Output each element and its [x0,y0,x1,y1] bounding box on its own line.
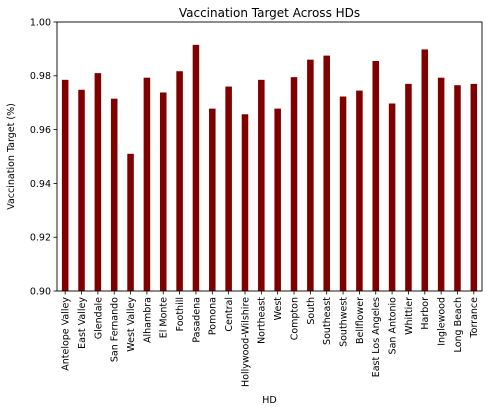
x-tick-label: Torrance [469,297,480,339]
y-tick-label: 1.00 [30,17,51,28]
x-tick-label: Bellflower [355,297,366,344]
x-tick-label: Harbor [420,297,431,330]
x-tick-label: Southwest [338,297,349,347]
bar [94,73,102,291]
x-tick-label: Northeast [257,297,268,344]
bar [241,114,249,291]
bar [437,77,445,291]
x-tick-label: Central [224,297,235,332]
x-tick-label: Pasadena [191,297,202,343]
y-tick-label: 0.96 [30,125,51,136]
bar [61,79,69,292]
bar [290,77,298,292]
x-tick-label: San Antonio [387,297,398,355]
bar [258,79,265,292]
y-tick-label: 0.94 [30,179,51,190]
bar [225,86,232,291]
bar [192,44,200,291]
x-axis-label: HD [262,395,276,406]
bar [454,85,461,291]
bar [307,59,314,291]
bar [356,90,363,291]
bar [274,108,281,291]
bar [176,71,183,292]
x-axis-ticks: Antelope Valley East Valley Glendale San Fe… [61,291,480,387]
bar [143,77,151,291]
bar [372,61,380,291]
bar [339,96,347,291]
y-tick-label: 0.98 [30,71,51,82]
x-tick-label: El Monte [159,297,170,338]
bar [127,153,134,291]
bar [421,49,429,291]
x-tick-label: Long Beach [453,297,464,352]
chart-title: Vaccination Target Across HDs [179,6,360,20]
x-tick-label: Compton [289,297,300,340]
x-tick-label: South [306,297,317,325]
bar [323,55,330,291]
y-axis-ticks: 0.90 0.92 0.94 0.96 0.98 1.00 [30,17,57,297]
x-tick-label: Hollywood-Wilshire [240,297,251,387]
x-tick-label: Alhambra [142,297,153,343]
plot-frame [56,21,483,292]
x-tick-label: West [273,297,284,321]
x-tick-label: West Valley [126,297,137,352]
x-tick-label: Southeast [322,297,333,345]
bar [470,83,478,292]
x-tick-label: Foothill [175,297,186,331]
bar [209,108,216,291]
bar [159,92,167,291]
y-tick-label: 0.92 [30,233,51,244]
x-tick-label: Pomona [208,297,219,335]
bar [110,98,118,291]
x-tick-label: Antelope Valley [61,297,72,371]
x-tick-label: East Valley [77,297,88,349]
bar [405,83,412,292]
bars-group [61,44,478,292]
y-tick-label: 0.90 [30,286,51,297]
x-tick-label: Inglewood [437,297,448,346]
x-tick-label: East Los Angeles [371,297,382,377]
x-tick-label: San Fernando [110,297,121,362]
y-axis-label: Vaccination Target (%) [6,103,17,210]
x-tick-label: Glendale [93,297,104,339]
x-tick-label: Whittier [404,297,415,335]
bar [78,89,85,292]
bar [388,103,396,291]
